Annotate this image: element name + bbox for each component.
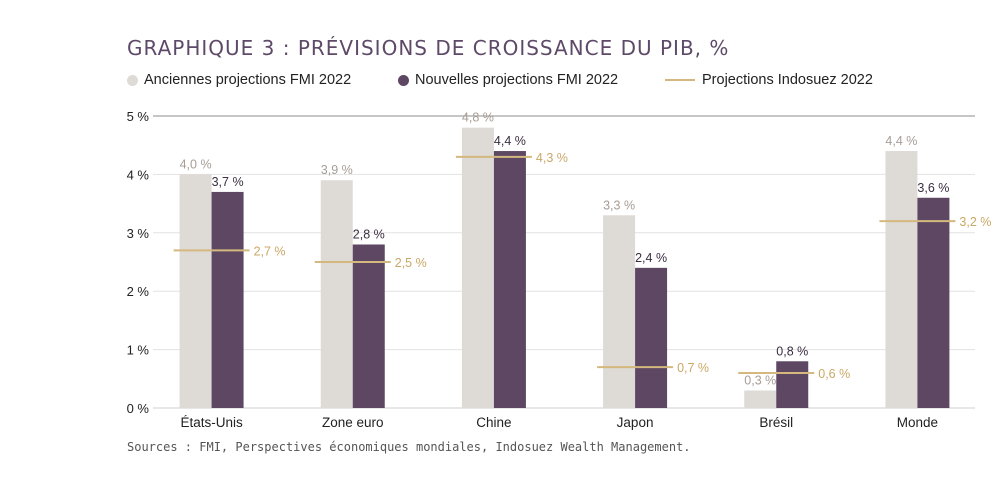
bar-label-old-imf: 4,4 % <box>885 134 917 148</box>
bar-new-imf <box>493 151 526 409</box>
legend-item-old-imf: Anciennes projections FMI 2022 <box>127 72 351 88</box>
x-tick-label: Chine <box>476 415 511 430</box>
indosuez-label: 2,5 % <box>395 256 427 270</box>
y-tick-label: 0 % <box>127 401 150 416</box>
x-tick-label: Zone euro <box>322 415 384 430</box>
bar-new-imf <box>352 244 385 408</box>
bar-label-new-imf: 3,6 % <box>917 181 949 195</box>
bar-old-imf <box>179 174 212 408</box>
legend: Anciennes projections FMI 2022 Nouvelles… <box>127 72 987 90</box>
legend-item-new-imf: Nouvelles projections FMI 2022 <box>398 72 618 88</box>
indosuez-label: 0,7 % <box>677 361 709 375</box>
y-tick-label: 2 % <box>127 284 150 299</box>
legend-swatch-new-imf <box>398 74 409 86</box>
bar-label-new-imf: 3,7 % <box>212 175 244 189</box>
bar-label-old-imf: 4,8 % <box>462 111 494 125</box>
bar-new-imf <box>635 267 668 408</box>
chart-title: GRAPHIQUE 3 : PRÉVISIONS DE CROISSANCE D… <box>127 36 730 60</box>
bar-new-imf <box>917 197 950 408</box>
indosuez-label: 0,6 % <box>818 367 850 381</box>
legend-label-new-imf: Nouvelles projections FMI 2022 <box>415 72 619 88</box>
legend-item-indosuez: Projections Indosuez 2022 <box>665 72 873 88</box>
bar-old-imf <box>744 390 777 408</box>
x-tick-label: États-Unis <box>180 415 243 430</box>
source-note: Sources : FMI, Perspectives économiques … <box>127 440 691 454</box>
legend-label-old-imf: Anciennes projections FMI 2022 <box>144 72 352 88</box>
legend-label-indosuez: Projections Indosuez 2022 <box>702 72 873 88</box>
bar-label-old-imf: 0,3 % <box>744 373 776 387</box>
bar-new-imf <box>211 191 244 408</box>
y-tick-label: 5 % <box>127 109 150 124</box>
bar-label-new-imf: 2,8 % <box>353 227 385 241</box>
bar-label-old-imf: 4,0 % <box>180 157 212 171</box>
x-tick-label: Brésil <box>759 415 793 430</box>
indosuez-label: 3,2 % <box>959 215 991 229</box>
bar-label-new-imf: 0,8 % <box>776 344 808 358</box>
x-tick-label: Japon <box>617 415 654 430</box>
indosuez-label: 4,3 % <box>536 151 568 165</box>
bar-old-imf <box>320 180 353 408</box>
bar-label-new-imf: 4,4 % <box>494 134 526 148</box>
y-tick-label: 4 % <box>127 167 150 182</box>
bar-old-imf <box>461 127 494 409</box>
bar-label-old-imf: 3,3 % <box>603 198 635 212</box>
bar-old-imf <box>885 151 918 409</box>
legend-swatch-indosuez <box>665 79 695 81</box>
bar-label-new-imf: 2,4 % <box>635 251 667 265</box>
x-tick-label: Monde <box>897 415 938 430</box>
indosuez-label: 2,7 % <box>254 244 286 258</box>
y-tick-label: 3 % <box>127 226 150 241</box>
bar-label-old-imf: 3,9 % <box>321 163 353 177</box>
y-tick-label: 1 % <box>127 343 150 358</box>
legend-swatch-old-imf <box>127 74 138 86</box>
bar-new-imf <box>776 361 809 408</box>
bar-old-imf <box>603 215 636 408</box>
